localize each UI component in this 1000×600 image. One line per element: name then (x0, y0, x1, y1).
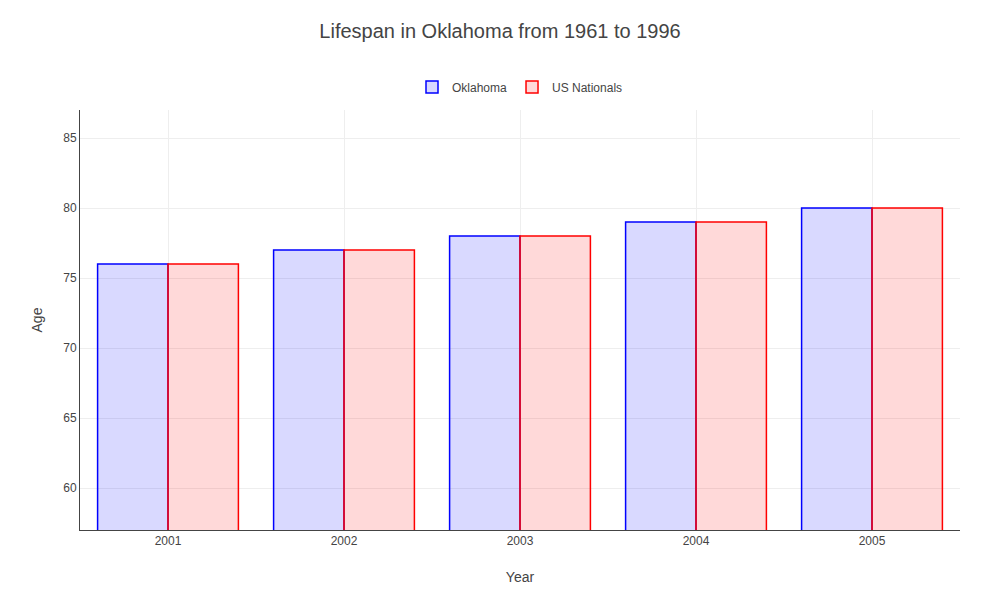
svg-text:2002: 2002 (331, 534, 358, 548)
svg-text:65: 65 (63, 411, 77, 425)
svg-text:75: 75 (63, 271, 77, 285)
svg-text:Oklahoma: Oklahoma (452, 81, 507, 95)
svg-text:Age: Age (29, 307, 45, 332)
svg-text:85: 85 (63, 131, 77, 145)
svg-text:2003: 2003 (507, 534, 534, 548)
svg-text:Year: Year (506, 569, 535, 585)
svg-text:2004: 2004 (683, 534, 710, 548)
svg-text:70: 70 (63, 341, 77, 355)
svg-text:Lifespan in Oklahoma from 1961: Lifespan in Oklahoma from 1961 to 1996 (319, 20, 680, 42)
svg-text:US Nationals: US Nationals (552, 81, 622, 95)
svg-text:60: 60 (63, 481, 77, 495)
svg-text:80: 80 (63, 201, 77, 215)
svg-text:2005: 2005 (859, 534, 886, 548)
svg-text:2001: 2001 (155, 534, 182, 548)
